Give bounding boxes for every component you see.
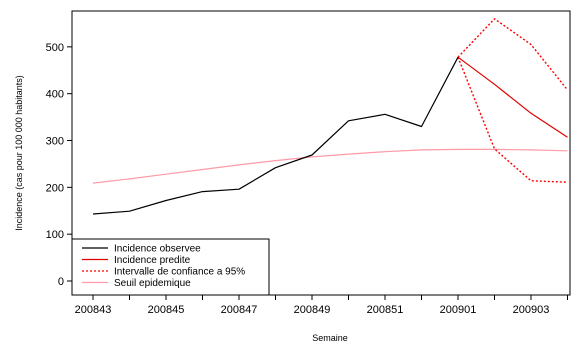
plot-frame — [71, 10, 571, 296]
x-tick-label: 200851 — [367, 304, 404, 316]
x-tick-label: 200845 — [148, 304, 185, 316]
legend-label: Incidence predite — [114, 255, 191, 266]
legend-label: Seuil epidemique — [114, 278, 191, 289]
series-line-0 — [92, 56, 459, 215]
x-tick-label: 200843 — [75, 304, 112, 316]
series-line-3 — [457, 56, 568, 183]
y-tick-label: 100 — [46, 229, 64, 241]
y-axis: 0 100 200 300 400 500 — [46, 42, 72, 288]
y-tick-label: 0 — [58, 276, 64, 288]
series-line-2 — [457, 18, 569, 91]
y-tick-label: 300 — [46, 136, 64, 148]
series-layer — [92, 18, 569, 215]
x-axis: 200843 200845 200847 200849 200851 200901 2009… — [75, 295, 568, 316]
x-tick-label: 200847 — [221, 304, 258, 316]
series-line-1 — [457, 56, 568, 138]
y-tick-label: 200 — [46, 182, 64, 194]
legend-label: Incidence observee — [114, 244, 201, 255]
y-tick-label: 400 — [46, 89, 64, 101]
x-tick-label: 200849 — [294, 304, 331, 316]
legend-label: Intervalle de confiance a 95% — [114, 267, 245, 278]
legend-box — [71, 238, 270, 296]
plot-area — [71, 10, 571, 296]
x-tick-label: 200901 — [440, 304, 477, 316]
y-axis-title: Incidence (cas pour 100 000 habitants) — [14, 75, 24, 231]
x-axis-title: Semaine — [312, 333, 348, 343]
x-tick-label: 200903 — [513, 304, 550, 316]
series-line-4 — [92, 148, 568, 184]
y-tick-label: 500 — [46, 42, 64, 54]
